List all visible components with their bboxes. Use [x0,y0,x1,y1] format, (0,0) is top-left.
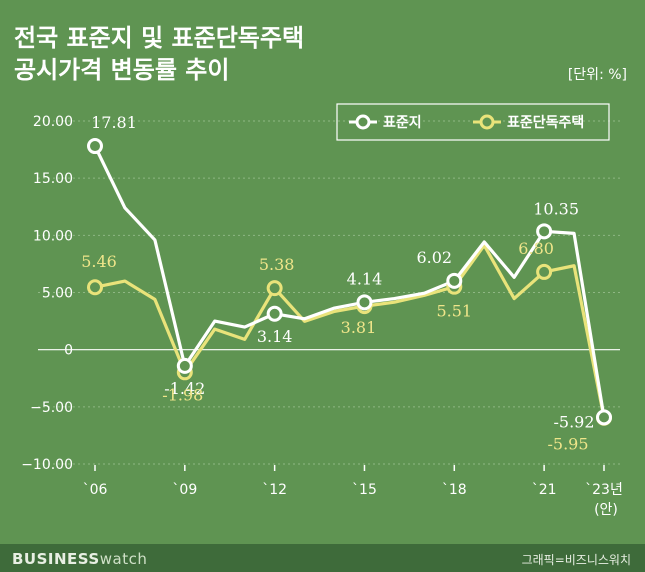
y-tick-label: −5.00 [30,400,73,416]
data-point-land [87,138,103,155]
data-label-land: -5.92 [553,412,594,431]
x-tick-label: `12 [262,482,287,498]
legend-swatch-marker [479,114,495,130]
title-line-1: 전국 표준지 및 표준단독주택 [14,24,305,52]
data-point-housing [87,279,103,296]
data-point-land [176,357,193,374]
series-line-land [93,144,606,419]
data-label-land: -1.42 [164,379,205,398]
brand-logo: BUSINESSwatch [12,550,147,568]
data-label-housing: 5.38 [259,255,295,274]
legend-box [336,103,610,141]
data-label-land: 4.14 [347,269,383,288]
brand-light: watch [99,550,148,568]
legend-swatch-marker [355,114,371,130]
data-point-land [536,223,553,240]
y-tick-label: 5.00 [42,286,73,302]
legend-label: 표준단독주택 [507,114,584,131]
data-label-housing: 5.46 [81,252,117,271]
data-label-land: 3.14 [257,327,293,346]
graphic-credit: 그래픽=비즈니스워치 [521,553,631,567]
unit-label: [단위: %] [567,67,627,83]
x-tick-label: (안) [594,502,618,518]
x-tick-label: `23년 [585,482,623,498]
y-tick-label: −10.00 [21,457,73,473]
data-label-housing: 5.51 [436,302,472,321]
data-label-housing: 3.81 [341,318,377,337]
chart-title: 전국 표준지 및 표준단독주택 공시가격 변동률 추이 [14,22,304,86]
x-tick-label: `21 [532,482,557,498]
y-tick-label: 10.00 [33,228,73,244]
x-tick-label: `06 [83,482,108,498]
x-tick-label: `09 [172,482,197,498]
data-point-housing [536,263,553,280]
footer-bar: BUSINESSwatch 그래픽=비즈니스워치 [0,544,645,572]
y-tick-label: 15.00 [33,171,73,187]
x-tick-label: `18 [442,482,467,498]
data-point-land [356,294,373,311]
title-line-2: 공시가격 변동률 추이 [14,56,230,84]
data-point-land [596,409,612,426]
data-label-land: 10.35 [533,199,579,218]
x-tick-label: `15 [352,482,377,498]
line-chart: 20.00 15.00 10.00 5.00 0 −5.00 −10.00 `06 `09 `12… [21,103,623,518]
data-label-housing: 6.80 [518,239,554,258]
data-label-land: 6.02 [416,248,452,267]
data-point-land [446,272,463,289]
data-point-housing [266,280,283,297]
data-label-land: 17.81 [91,113,137,132]
y-tick-label: 0 [64,343,73,359]
brand-bold: BUSINESS [12,550,100,568]
y-tick-label: 20.00 [33,114,73,130]
data-label-housing: -1.98 [162,385,203,404]
data-point-land [266,305,283,322]
legend-label: 표준지 [383,115,422,131]
data-label-housing: -5.95 [547,435,588,454]
